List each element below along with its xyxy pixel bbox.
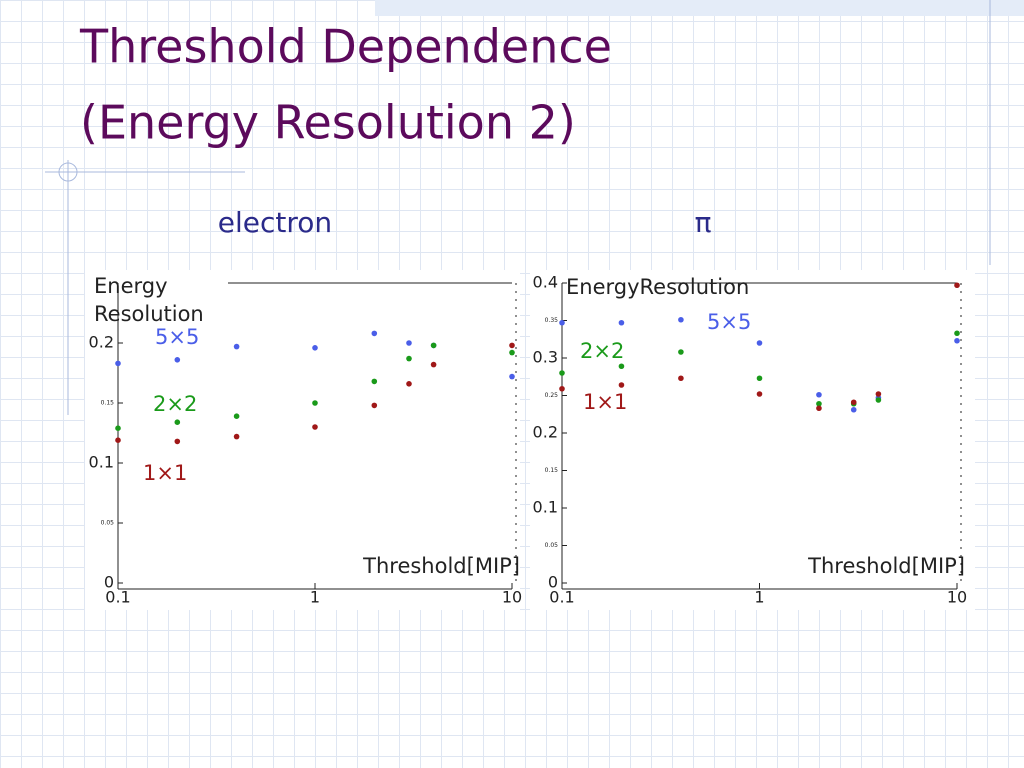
plot-panel xyxy=(530,270,975,610)
x-tick-label: 0.1 xyxy=(549,588,574,607)
series-label: 1×1 xyxy=(583,390,627,414)
x-tick-label: 10 xyxy=(947,588,967,607)
data-point xyxy=(875,391,882,397)
y-tick-label: 0 xyxy=(548,573,558,592)
data-point xyxy=(816,400,822,407)
data-point xyxy=(678,316,684,323)
data-point xyxy=(509,342,515,349)
y-tick-label: 0.4 xyxy=(533,273,558,292)
data-point xyxy=(371,330,378,337)
series-label: 2×2 xyxy=(153,392,197,416)
data-point xyxy=(174,419,181,426)
series-label: 1×1 xyxy=(143,461,187,485)
data-point xyxy=(371,378,378,385)
y-tick-label: 0.15 xyxy=(101,400,115,407)
series-label: 5×5 xyxy=(707,310,751,334)
x-tick-label: 1 xyxy=(310,588,320,607)
chart-title: π xyxy=(695,206,712,239)
data-point xyxy=(756,340,763,346)
data-point xyxy=(875,397,882,403)
data-point xyxy=(233,413,240,420)
x-tick-label: 10 xyxy=(502,588,522,607)
deco-circle xyxy=(58,162,78,182)
x-axis-label: Threshold[MIP] xyxy=(362,554,520,578)
data-point xyxy=(115,437,121,444)
y-tick-label: 0.3 xyxy=(533,348,558,367)
plot-panel xyxy=(85,270,520,610)
data-point xyxy=(756,375,763,382)
y-tick-label: 0.25 xyxy=(545,392,559,399)
data-point xyxy=(678,375,684,382)
y-tick-label: 0.2 xyxy=(89,333,114,352)
x-tick-label: 1 xyxy=(754,588,764,607)
data-point xyxy=(678,349,684,355)
y-tick-label: 0.35 xyxy=(545,317,559,324)
data-point xyxy=(954,330,960,337)
y-tick-label: 0.1 xyxy=(533,498,558,517)
data-point xyxy=(816,391,822,398)
data-point xyxy=(618,363,625,370)
data-point xyxy=(850,406,857,413)
data-point xyxy=(954,337,960,344)
data-point xyxy=(115,425,121,432)
series-label: 2×2 xyxy=(580,339,624,363)
data-point xyxy=(312,400,318,406)
data-point xyxy=(618,319,625,326)
data-point xyxy=(430,361,437,368)
data-point xyxy=(371,402,378,409)
chart-title: electron xyxy=(218,206,332,239)
y-tick-label: 0.05 xyxy=(101,520,115,527)
data-point xyxy=(233,433,240,440)
slide-title: (Energy Resolution 2) xyxy=(80,96,576,150)
data-point xyxy=(174,438,181,445)
data-point xyxy=(618,382,625,388)
data-point xyxy=(559,319,565,326)
data-point xyxy=(174,357,181,363)
y-tick-label: 0.2 xyxy=(533,423,558,442)
data-point xyxy=(115,360,121,367)
y-tick-label: 0.15 xyxy=(545,467,559,474)
data-point xyxy=(406,340,412,346)
data-point xyxy=(850,399,857,406)
data-point xyxy=(233,343,240,350)
x-axis-label: Threshold[MIP] xyxy=(807,554,965,578)
data-point xyxy=(406,381,412,387)
data-point xyxy=(509,373,515,380)
data-point xyxy=(312,345,318,351)
data-point xyxy=(954,282,960,289)
data-point xyxy=(559,385,565,392)
data-point xyxy=(559,370,565,376)
data-point xyxy=(430,342,437,349)
data-point xyxy=(406,355,412,362)
slide-title: Threshold Dependence xyxy=(79,20,612,74)
y-axis-label: EnergyResolution xyxy=(566,275,749,299)
y-tick-label: 0.1 xyxy=(89,453,114,472)
x-tick-label: 0.1 xyxy=(105,588,130,607)
top-band xyxy=(375,0,1024,16)
data-point xyxy=(756,391,763,397)
data-point xyxy=(312,424,318,430)
y-tick-label: 0 xyxy=(104,573,114,592)
series-label: 5×5 xyxy=(155,325,199,349)
y-tick-label: 0.05 xyxy=(545,542,559,549)
data-point xyxy=(816,405,822,412)
data-point xyxy=(509,349,515,356)
